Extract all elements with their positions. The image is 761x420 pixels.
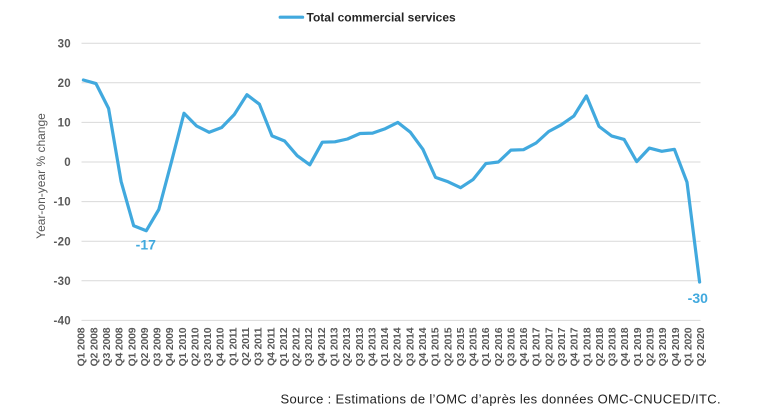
svg-text:30: 30	[58, 38, 71, 50]
svg-text:Q4 2018: Q4 2018	[620, 327, 631, 366]
svg-text:Q1 2008: Q1 2008	[77, 327, 88, 366]
svg-text:Total commercial services: Total commercial services	[307, 11, 457, 25]
svg-text:Q2 2012: Q2 2012	[292, 327, 303, 366]
svg-text:Q1 2009: Q1 2009	[127, 327, 138, 366]
svg-text:Q2 2014: Q2 2014	[393, 327, 404, 366]
svg-text:Q4 2010: Q4 2010	[216, 327, 227, 366]
svg-text:Q4 2014: Q4 2014	[418, 327, 429, 366]
svg-text:Q2 2011: Q2 2011	[241, 327, 252, 366]
svg-text:20: 20	[58, 78, 71, 90]
svg-text:Q3 2008: Q3 2008	[102, 327, 113, 366]
svg-text:Q4 2009: Q4 2009	[165, 327, 176, 366]
svg-text:Q3 2012: Q3 2012	[304, 327, 315, 366]
svg-text:Q4 2016: Q4 2016	[519, 327, 530, 366]
svg-text:Q2 2020: Q2 2020	[696, 327, 707, 366]
svg-text:Q4 2012: Q4 2012	[317, 327, 328, 366]
svg-text:Q3 2009: Q3 2009	[153, 327, 164, 366]
svg-text:Q2 2009: Q2 2009	[140, 327, 151, 366]
svg-text:Q4 2017: Q4 2017	[570, 327, 581, 366]
svg-text:Q2 2019: Q2 2019	[646, 327, 657, 366]
svg-text:-30: -30	[53, 276, 71, 288]
svg-text:-30: -30	[688, 290, 708, 306]
svg-text:Q3 2010: Q3 2010	[203, 327, 214, 366]
svg-text:Q1 2011: Q1 2011	[228, 327, 239, 366]
svg-text:Q4 2015: Q4 2015	[469, 327, 480, 366]
svg-text:Q3 2019: Q3 2019	[658, 327, 669, 366]
svg-text:Q3 2018: Q3 2018	[608, 327, 619, 366]
svg-text:Q3 2017: Q3 2017	[557, 327, 568, 366]
svg-text:Q4 2011: Q4 2011	[266, 327, 277, 366]
svg-text:Q2 2008: Q2 2008	[89, 327, 100, 366]
svg-text:Q2 2015: Q2 2015	[443, 327, 454, 366]
svg-text:Q1 2019: Q1 2019	[633, 327, 644, 366]
svg-text:-17: -17	[136, 236, 156, 252]
svg-text:Q3 2013: Q3 2013	[355, 327, 366, 366]
svg-text:Q4 2008: Q4 2008	[115, 327, 126, 366]
svg-text:Source : Estimations de l’OMC: Source : Estimations de l’OMC d’après le…	[281, 392, 721, 407]
svg-text:Q2 2018: Q2 2018	[595, 327, 606, 366]
svg-text:Q3 2014: Q3 2014	[405, 327, 416, 366]
svg-text:-40: -40	[53, 316, 71, 328]
svg-text:Q1 2015: Q1 2015	[431, 327, 442, 366]
svg-text:Q4 2019: Q4 2019	[671, 327, 682, 366]
svg-text:Q1 2020: Q1 2020	[683, 327, 694, 366]
svg-text:Q4 2013: Q4 2013	[367, 327, 378, 366]
svg-text:Q1 2010: Q1 2010	[178, 327, 189, 366]
svg-text:0: 0	[64, 157, 71, 169]
svg-text:Q1 2016: Q1 2016	[481, 327, 492, 366]
svg-text:Q2 2010: Q2 2010	[191, 327, 202, 366]
svg-text:-20: -20	[53, 236, 71, 248]
svg-text:Q2 2013: Q2 2013	[342, 327, 353, 366]
svg-text:Q3 2011: Q3 2011	[254, 327, 265, 366]
svg-text:Q1 2017: Q1 2017	[532, 327, 543, 366]
svg-text:Q2 2016: Q2 2016	[494, 327, 505, 366]
svg-text:Year-on-year % change: Year-on-year % change	[34, 113, 48, 239]
svg-text:Q3 2016: Q3 2016	[507, 327, 518, 366]
svg-text:-10: -10	[53, 197, 71, 209]
svg-text:10: 10	[58, 118, 71, 130]
svg-text:Q3 2015: Q3 2015	[456, 327, 467, 366]
svg-text:Q2 2017: Q2 2017	[544, 327, 555, 366]
svg-text:Q1 2012: Q1 2012	[279, 327, 290, 366]
svg-text:Q1 2014: Q1 2014	[380, 327, 391, 366]
svg-text:Q1 2013: Q1 2013	[330, 327, 341, 366]
svg-text:Q1 2018: Q1 2018	[582, 327, 593, 366]
